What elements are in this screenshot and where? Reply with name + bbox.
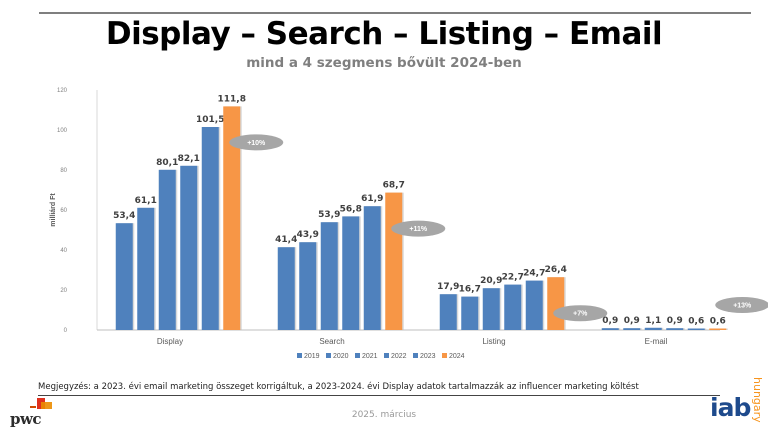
bar-display-2019 bbox=[115, 223, 133, 330]
data-label: 0,9 bbox=[624, 316, 640, 326]
legend-swatch-2021 bbox=[355, 353, 360, 358]
growth-badge bbox=[229, 134, 284, 151]
legend-label-2021: 2021 bbox=[362, 353, 378, 360]
legend-swatch-2024 bbox=[442, 353, 447, 358]
bar-listing-2023 bbox=[525, 280, 543, 330]
data-label: 20,9 bbox=[480, 276, 502, 286]
legend-swatch-2019 bbox=[297, 353, 302, 358]
bar-chart: 0 20 40 60 80 100 120 53,461,1 80,1 82,1 101,5 111… bbox=[50, 88, 768, 360]
data-label: 53,9 bbox=[318, 210, 340, 220]
bar-listing-2019 bbox=[439, 294, 457, 330]
data-label: 0,9 bbox=[667, 316, 683, 326]
growth-badge-label: +11% bbox=[409, 226, 427, 233]
data-label: 0,6 bbox=[710, 317, 726, 327]
bar-listing-2022 bbox=[504, 284, 522, 330]
y-tick-label: 0 bbox=[64, 328, 68, 334]
bar-search-2022 bbox=[342, 216, 360, 330]
bar-search-2024 bbox=[385, 192, 403, 330]
y-tick-label: 120 bbox=[57, 88, 68, 94]
x-tick-label: Listing bbox=[482, 337, 505, 346]
iab-hungary-logo: iab hungary bbox=[708, 375, 766, 431]
legend-swatch-2023 bbox=[413, 353, 418, 358]
data-label: 17,9 bbox=[437, 282, 459, 292]
bar-display-2022 bbox=[180, 165, 198, 330]
bar-search-2023 bbox=[363, 206, 381, 330]
pwc-logo-text: pwc bbox=[10, 410, 42, 428]
date-label: 2025. március bbox=[351, 410, 417, 420]
growth-badge bbox=[553, 305, 608, 322]
data-label: 41,4 bbox=[275, 235, 297, 245]
growth-badge bbox=[715, 297, 768, 313]
bar-search-2021 bbox=[320, 222, 338, 330]
data-label: 43,9 bbox=[297, 230, 319, 240]
data-label: 68,7 bbox=[383, 181, 405, 191]
iab-logo-text: iab bbox=[710, 393, 751, 422]
y-tick-label: 40 bbox=[60, 248, 67, 254]
footnote: Megjegyzés: a 2023. évi email marketing … bbox=[38, 382, 639, 392]
data-label: 53,4 bbox=[113, 211, 135, 221]
legend-label-2023: 2023 bbox=[420, 353, 436, 360]
data-label: 16,7 bbox=[459, 285, 481, 295]
bar-listing-2020 bbox=[461, 296, 479, 330]
page-subtitle: mind a 4 szegmens bővült 2024-ben bbox=[246, 55, 522, 71]
y-tick-label: 100 bbox=[57, 128, 68, 134]
footer-rule bbox=[38, 395, 720, 396]
svg-text:hungary: hungary bbox=[751, 377, 764, 423]
legend-label-2024: 2024 bbox=[449, 353, 465, 360]
legend-label-2020: 2020 bbox=[333, 353, 349, 360]
data-label: 26,4 bbox=[545, 265, 567, 275]
data-label: 82,1 bbox=[178, 154, 200, 164]
y-tick-label: 80 bbox=[60, 168, 67, 174]
iab-hungary-text: hungary bbox=[751, 377, 764, 423]
data-label: 101,5 bbox=[196, 115, 224, 125]
growth-badge-label: +13% bbox=[733, 303, 752, 310]
legend-label-2022: 2022 bbox=[391, 353, 407, 360]
data-label: 111,8 bbox=[218, 94, 246, 104]
data-label: 0,6 bbox=[688, 317, 704, 327]
bar-display-2023 bbox=[201, 127, 219, 330]
pwc-logo: pwc bbox=[10, 396, 56, 430]
x-tick-label: Search bbox=[319, 337, 344, 346]
x-tick-label: E-mail bbox=[645, 337, 668, 346]
bar-listing-2021 bbox=[482, 288, 500, 330]
bar-display-2024 bbox=[223, 106, 241, 331]
bar-e-mail-2020 bbox=[623, 328, 641, 330]
data-label: 22,7 bbox=[502, 273, 524, 283]
growth-badge-label: +7% bbox=[573, 311, 588, 318]
data-label: 0,9 bbox=[602, 316, 618, 326]
bar-listing-2024 bbox=[547, 277, 565, 330]
y-tick-label: 60 bbox=[60, 208, 67, 214]
bar-e-mail-2023 bbox=[687, 328, 705, 330]
legend-label-2019: 2019 bbox=[304, 353, 320, 360]
data-label: 61,1 bbox=[135, 196, 157, 206]
y-tick-label: 20 bbox=[60, 288, 67, 294]
data-label: 80,1 bbox=[156, 158, 178, 168]
bar-e-mail-2024 bbox=[709, 328, 727, 330]
bar-display-2020 bbox=[137, 207, 155, 330]
growth-badge bbox=[391, 220, 446, 237]
legend-swatch-2022 bbox=[384, 353, 389, 358]
x-tick-label: Display bbox=[157, 337, 183, 346]
growth-badge-label: +10% bbox=[247, 140, 266, 147]
bars: 53,461,1 80,1 82,1 101,5 111,8 +10% 41,4 43,9 53… bbox=[113, 94, 768, 331]
page-title: Display – Search – Listing – Email bbox=[105, 16, 663, 52]
bar-display-2021 bbox=[158, 169, 176, 330]
data-label: 61,9 bbox=[361, 194, 383, 204]
y-axis-label: milliárd Ft bbox=[50, 193, 57, 227]
top-rule bbox=[39, 12, 751, 14]
data-label: 24,7 bbox=[523, 269, 545, 279]
bar-e-mail-2021 bbox=[644, 327, 662, 330]
bar-e-mail-2022 bbox=[666, 328, 684, 330]
x-axis-labels: Display Search Listing E-mail bbox=[157, 337, 668, 346]
legend: 2019 2020 2021 2022 2023 2024 bbox=[297, 353, 465, 360]
legend-swatch-2020 bbox=[326, 353, 331, 358]
data-label: 56,8 bbox=[340, 204, 362, 214]
bar-search-2019 bbox=[277, 247, 295, 330]
data-label: 1,1 bbox=[645, 316, 661, 326]
bar-e-mail-2019 bbox=[601, 328, 619, 330]
bar-search-2020 bbox=[299, 242, 317, 330]
